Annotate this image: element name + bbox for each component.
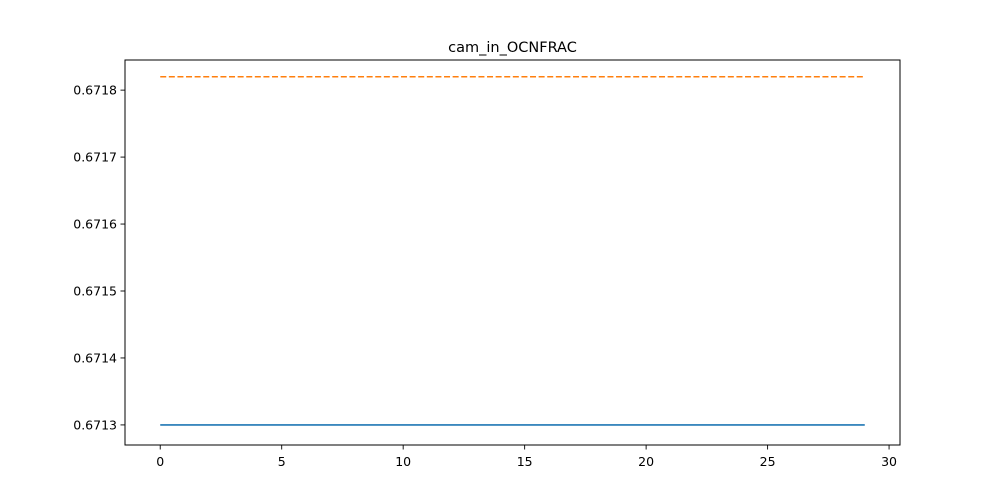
x-axis: 0 5 10 15 20 25 30 — [156, 445, 897, 469]
y-tick-label: 0.6718 — [73, 83, 117, 98]
y-tick-label: 0.6715 — [73, 284, 117, 299]
y-tick-label: 0.6714 — [73, 350, 117, 365]
x-tick-label: 10 — [395, 454, 411, 469]
x-tick-label: 20 — [638, 454, 654, 469]
y-tick-label: 0.6716 — [73, 217, 117, 232]
chart-title: cam_in_OCNFRAC — [448, 40, 577, 56]
y-axis: 0.6713 0.6714 0.6715 0.6716 0.6717 0.6718 — [73, 83, 125, 432]
plot-frame — [124, 59, 901, 446]
y-tick-label: 0.6717 — [73, 150, 117, 165]
x-tick-label: 30 — [881, 454, 897, 469]
x-tick-label: 0 — [156, 454, 164, 469]
series-layer — [160, 75, 865, 426]
x-tick-label: 15 — [517, 454, 533, 469]
y-tick-label: 0.6713 — [73, 417, 117, 432]
x-tick-label: 25 — [760, 454, 776, 469]
x-tick-label: 5 — [278, 454, 286, 469]
